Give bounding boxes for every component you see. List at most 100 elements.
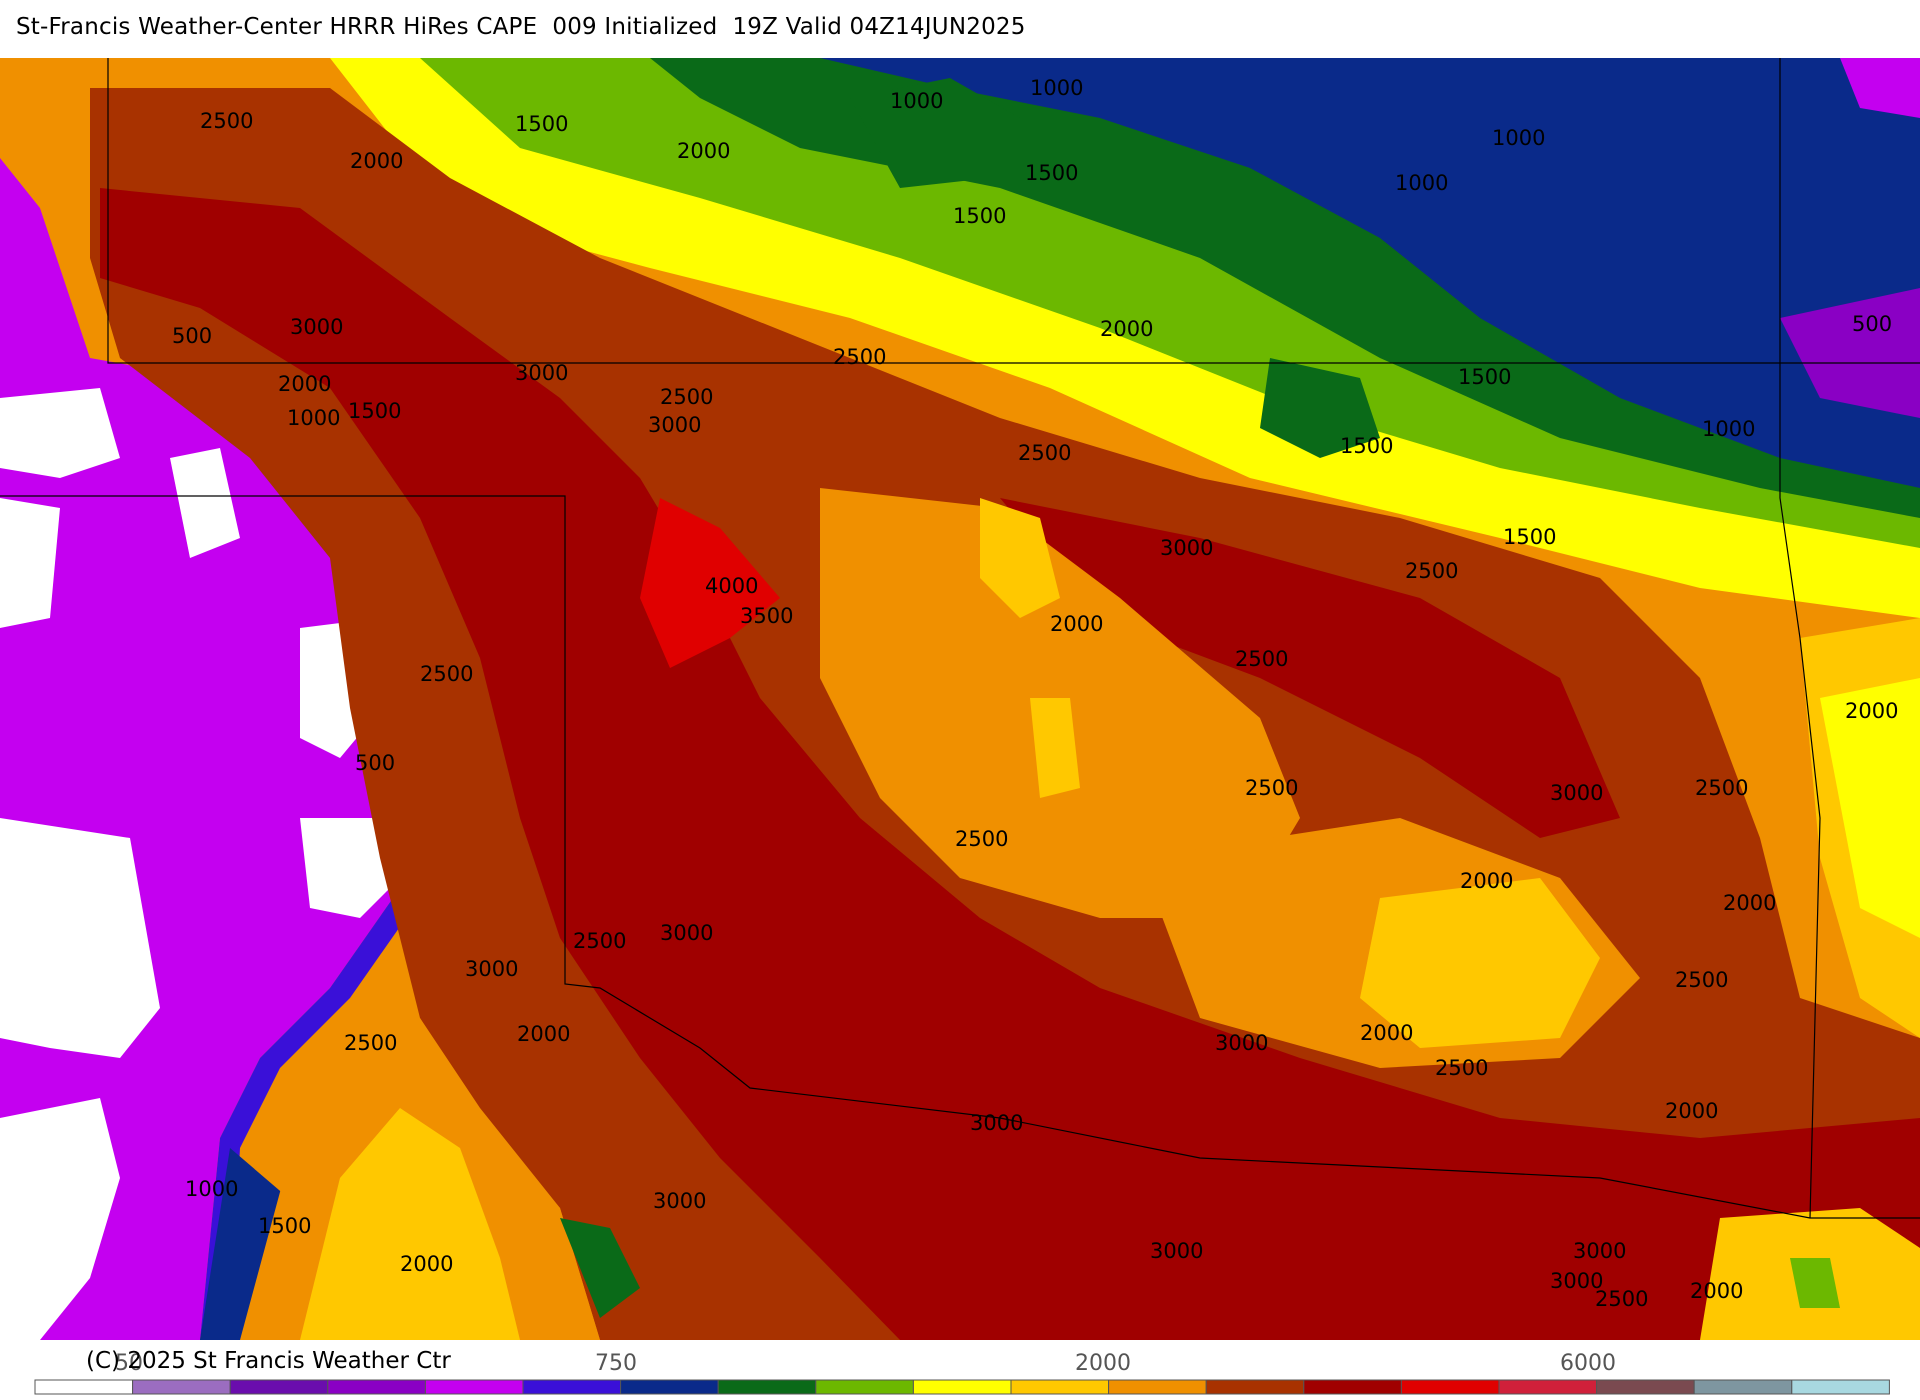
contour-label: 2000 [1050,612,1103,636]
white-pocket-6 [300,818,400,918]
contour-label: 1500 [1503,525,1556,549]
se-green-spot [1790,1258,1840,1308]
contour-label: 500 [1852,312,1892,336]
colorbar-swatch [34,1379,134,1395]
contour-label: 1500 [1340,434,1393,458]
contour-label: 2500 [1435,1056,1488,1080]
contour-label: 1000 [1702,417,1755,441]
contour-label: 1500 [953,204,1006,228]
contour-label: 1500 [348,399,401,423]
dark-red-streak-east [1000,498,1620,838]
dark-red-belt [100,188,1920,1340]
copyright-notice: (C) 2025 St Francis Weather Ctr [86,1348,451,1374]
contour-label: 500 [355,751,395,775]
contour-label: 1500 [258,1214,311,1238]
contour-label: 2500 [955,827,1008,851]
contour-label: 2500 [1595,1287,1648,1311]
colorbar-swatch [1400,1379,1500,1395]
cape-map: 2500 2000 1500 2000 1000 1000 1500 1500 … [0,58,1920,1340]
colorbar-swatch [1498,1379,1598,1395]
contour-label: 2000 [1845,699,1898,723]
contour-label: 1000 [287,406,340,430]
contour-label: 2500 [1245,776,1298,800]
contour-label: 1000 [185,1177,238,1201]
contour-label: 3000 [290,315,343,339]
sw-yellow-strip [300,1108,520,1340]
contour-label: 1000 [1395,171,1448,195]
color-scale-bar: 50 750 2000 6000 [34,1351,1890,1395]
contour-label: 2000 [1665,1099,1718,1123]
green-blob-1 [1260,358,1380,458]
colorbar-swatch [815,1379,914,1395]
contour-label: 2500 [573,929,626,953]
contour-label: 3000 [1160,536,1213,560]
contour-label: 2500 [660,385,713,409]
colorbar-swatch [1693,1379,1793,1395]
red-core-4000 [640,498,780,668]
contour-label: 2000 [677,139,730,163]
contour-label: 2500 [1018,441,1071,465]
contour-label: 1000 [890,89,943,113]
contour-label: 1500 [1458,365,1511,389]
colorbar-swatch [1303,1379,1402,1395]
contour-label: 2000 [350,149,403,173]
colorbar-swatches [34,1379,1890,1395]
contour-label: 2500 [200,109,253,133]
colorbar-tick-label: 750 [595,1351,637,1376]
contour-label: 3000 [648,413,701,437]
contour-label: 2500 [1675,968,1728,992]
contour-label: 3000 [660,921,713,945]
northeast-purple-corner [1840,58,1920,118]
colorbar-swatch [1791,1379,1890,1395]
contour-label: 1500 [1025,161,1078,185]
colorbar-tick-label: 50 [115,1351,143,1376]
contour-label: 500 [172,324,212,348]
contour-label: 3000 [1215,1031,1268,1055]
colorbar-swatch [1010,1379,1110,1395]
contour-label: 3000 [653,1189,706,1213]
contour-label: 2000 [1690,1279,1743,1303]
contour-label: 2500 [833,345,886,369]
contour-label: 2000 [1100,317,1153,341]
contour-label: 3000 [465,957,518,981]
colorbar-swatch [229,1379,329,1395]
map-title: St-Francis Weather-Center HRRR HiRes CAP… [16,14,1026,40]
colorbar-tick-label: 6000 [1560,1351,1616,1376]
contour-label: 1500 [515,112,568,136]
central-yellow-1 [980,498,1060,618]
contour-label: 2500 [420,662,473,686]
contour-label: 2000 [1460,869,1513,893]
contour-label: 3000 [515,361,568,385]
white-pocket-7 [0,1098,120,1340]
contour-label: 1000 [1030,76,1083,100]
contour-label: 4000 [705,574,758,598]
north-blue-region [820,58,1920,488]
contour-label: 2500 [1235,647,1288,671]
colorbar-swatch [424,1379,524,1395]
northeast-purple-region [1780,288,1920,418]
colorbar-swatch [620,1379,719,1395]
contour-label: 1000 [1492,126,1545,150]
contour-label: 3000 [1550,1269,1603,1293]
sw-green-spot [560,1218,640,1318]
contour-label: 2500 [1695,776,1748,800]
contour-label: 2500 [344,1031,397,1055]
white-pocket-2 [170,448,240,558]
boundary-lines [0,58,1920,1219]
colorbar-tick-label: 2000 [1075,1351,1131,1376]
contour-label: 2500 [1405,559,1458,583]
contour-label: 2000 [517,1022,570,1046]
contour-label: 3000 [1550,781,1603,805]
contour-label: 2000 [400,1252,453,1276]
contour-label: 3000 [1150,1239,1203,1263]
colorbar-swatch [717,1379,817,1395]
east-yellow-region [1360,878,1600,1048]
colorbar-swatch [1596,1379,1695,1395]
colorbar-swatch [522,1379,622,1395]
colorbar-swatch [132,1379,231,1395]
colorbar-swatch [327,1379,426,1395]
contour-labels: 2500 2000 1500 2000 1000 1000 1500 1500 … [172,76,1898,1311]
colorbar-swatch [1205,1379,1305,1395]
contour-label: 2000 [1723,891,1776,915]
contour-label: 3000 [1573,1239,1626,1263]
